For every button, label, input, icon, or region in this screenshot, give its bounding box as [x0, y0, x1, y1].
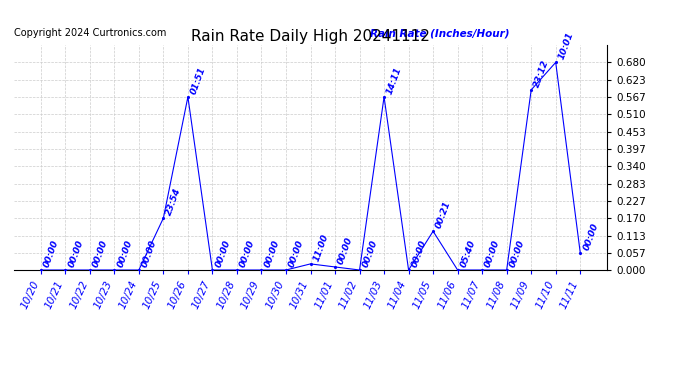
Text: 00:00: 00:00	[116, 238, 134, 268]
Text: 10:01: 10:01	[557, 31, 575, 61]
Text: Copyright 2024 Curtronics.com: Copyright 2024 Curtronics.com	[14, 28, 166, 38]
Text: 00:00: 00:00	[508, 238, 526, 268]
Text: 00:00: 00:00	[140, 238, 159, 268]
Text: 00:00: 00:00	[361, 238, 380, 268]
Text: 00:00: 00:00	[484, 238, 502, 268]
Text: 00:00: 00:00	[582, 221, 600, 251]
Text: 00:00: 00:00	[214, 238, 232, 268]
Text: 00:00: 00:00	[67, 238, 85, 268]
Text: 00:00: 00:00	[238, 238, 257, 268]
Text: 00:21: 00:21	[435, 200, 453, 230]
Text: 00:00: 00:00	[287, 238, 306, 268]
Text: 00:00: 00:00	[410, 238, 428, 268]
Text: 11:00: 11:00	[312, 232, 330, 262]
Text: 01:51: 01:51	[189, 66, 208, 96]
Text: 00:00: 00:00	[91, 238, 110, 268]
Text: 23:54: 23:54	[165, 187, 183, 217]
Text: 00:00: 00:00	[42, 238, 61, 268]
Text: 23:12: 23:12	[533, 58, 551, 88]
Text: 00:00: 00:00	[263, 238, 281, 268]
Title: Rain Rate Daily High 20241112: Rain Rate Daily High 20241112	[191, 29, 430, 44]
Text: 14:11: 14:11	[386, 66, 404, 96]
Text: 00:00: 00:00	[337, 236, 355, 266]
Text: Rain Rate (Inches/Hour): Rain Rate (Inches/Hour)	[370, 28, 509, 38]
Text: 05:40: 05:40	[459, 238, 477, 268]
